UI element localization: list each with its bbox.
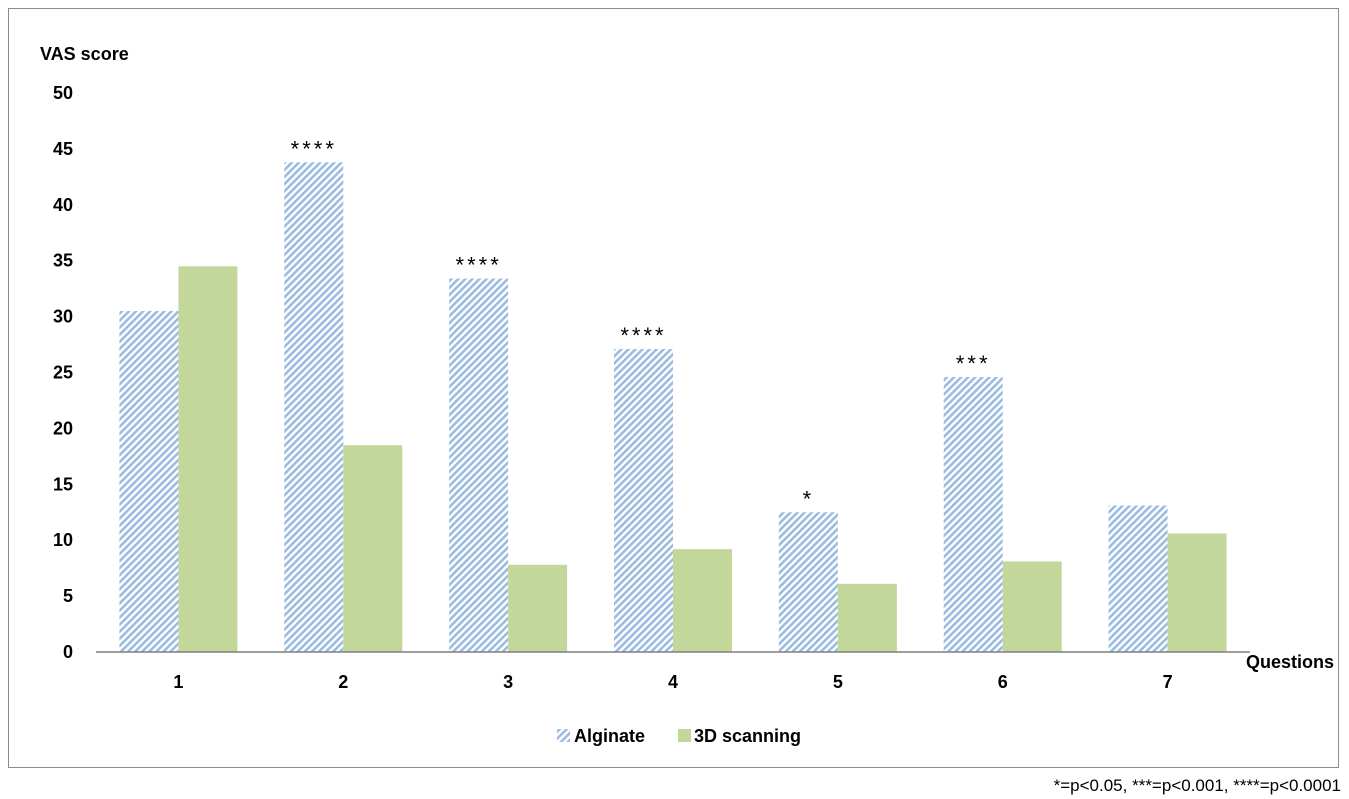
bar-3d-scanning-q2 xyxy=(343,445,403,652)
bar-alginate-q4 xyxy=(614,349,673,652)
bar-3d-scanning-q1 xyxy=(178,266,238,652)
x-tick-label: 1 xyxy=(173,672,183,692)
bar-alginate-q2 xyxy=(284,162,344,653)
significance-label: **** xyxy=(456,253,502,278)
significance-label: **** xyxy=(620,323,666,348)
x-tick-label: 5 xyxy=(833,672,843,692)
legend: Alginate 3D scanning xyxy=(557,726,801,746)
x-axis-label: Questions xyxy=(1246,652,1334,672)
x-tick-label: 3 xyxy=(503,672,513,692)
bar-alginate-q3 xyxy=(449,278,509,652)
bar-3d-scanning-q5 xyxy=(837,583,897,652)
y-axis-ticks: 0 5 10 15 20 25 30 35 40 45 50 xyxy=(53,83,73,662)
bar-alginate-q1 xyxy=(119,311,179,652)
bars xyxy=(119,162,1227,653)
bar-alginate-q7 xyxy=(1108,505,1168,652)
significance-footnote: *=p<0.05, ***=p<0.001, ****=p<0.0001 xyxy=(1053,776,1341,795)
y-tick-label: 10 xyxy=(53,530,73,550)
x-tick-label: 6 xyxy=(998,672,1008,692)
y-tick-label: 30 xyxy=(53,307,73,327)
x-tick-label: 2 xyxy=(338,672,348,692)
legend-swatch-alginate xyxy=(557,729,570,742)
y-tick-label: 25 xyxy=(53,363,73,383)
y-tick-label: 45 xyxy=(53,139,73,159)
bar-3d-scanning-q7 xyxy=(1167,533,1227,652)
y-tick-label: 15 xyxy=(53,474,73,494)
y-axis-label: VAS score xyxy=(40,44,129,64)
x-tick-label: 4 xyxy=(668,672,678,692)
y-tick-label: 35 xyxy=(53,251,73,271)
bar-3d-scanning-q3 xyxy=(508,564,568,652)
bar-alginate-q6 xyxy=(943,376,1003,652)
bar-alginate-q5 xyxy=(778,512,838,652)
x-tick-label: 7 xyxy=(1163,672,1173,692)
significance-label: **** xyxy=(291,136,337,161)
legend-label: Alginate xyxy=(574,726,645,746)
y-tick-label: 50 xyxy=(53,83,73,103)
y-tick-label: 20 xyxy=(53,418,73,438)
significance-labels: **************** xyxy=(291,136,991,511)
bar-3d-scanning-q6 xyxy=(1002,561,1062,652)
significance-label: * xyxy=(803,486,815,511)
x-axis-ticks: 1 2 3 4 5 6 7 xyxy=(173,672,1172,692)
y-tick-label: 5 xyxy=(63,586,73,606)
y-tick-label: 0 xyxy=(63,642,73,662)
y-tick-label: 40 xyxy=(53,195,73,215)
legend-label: 3D scanning xyxy=(694,726,801,746)
legend-swatch-3d-scanning xyxy=(678,729,691,742)
bar-3d-scanning-q4 xyxy=(673,549,732,652)
significance-label: *** xyxy=(956,351,991,376)
